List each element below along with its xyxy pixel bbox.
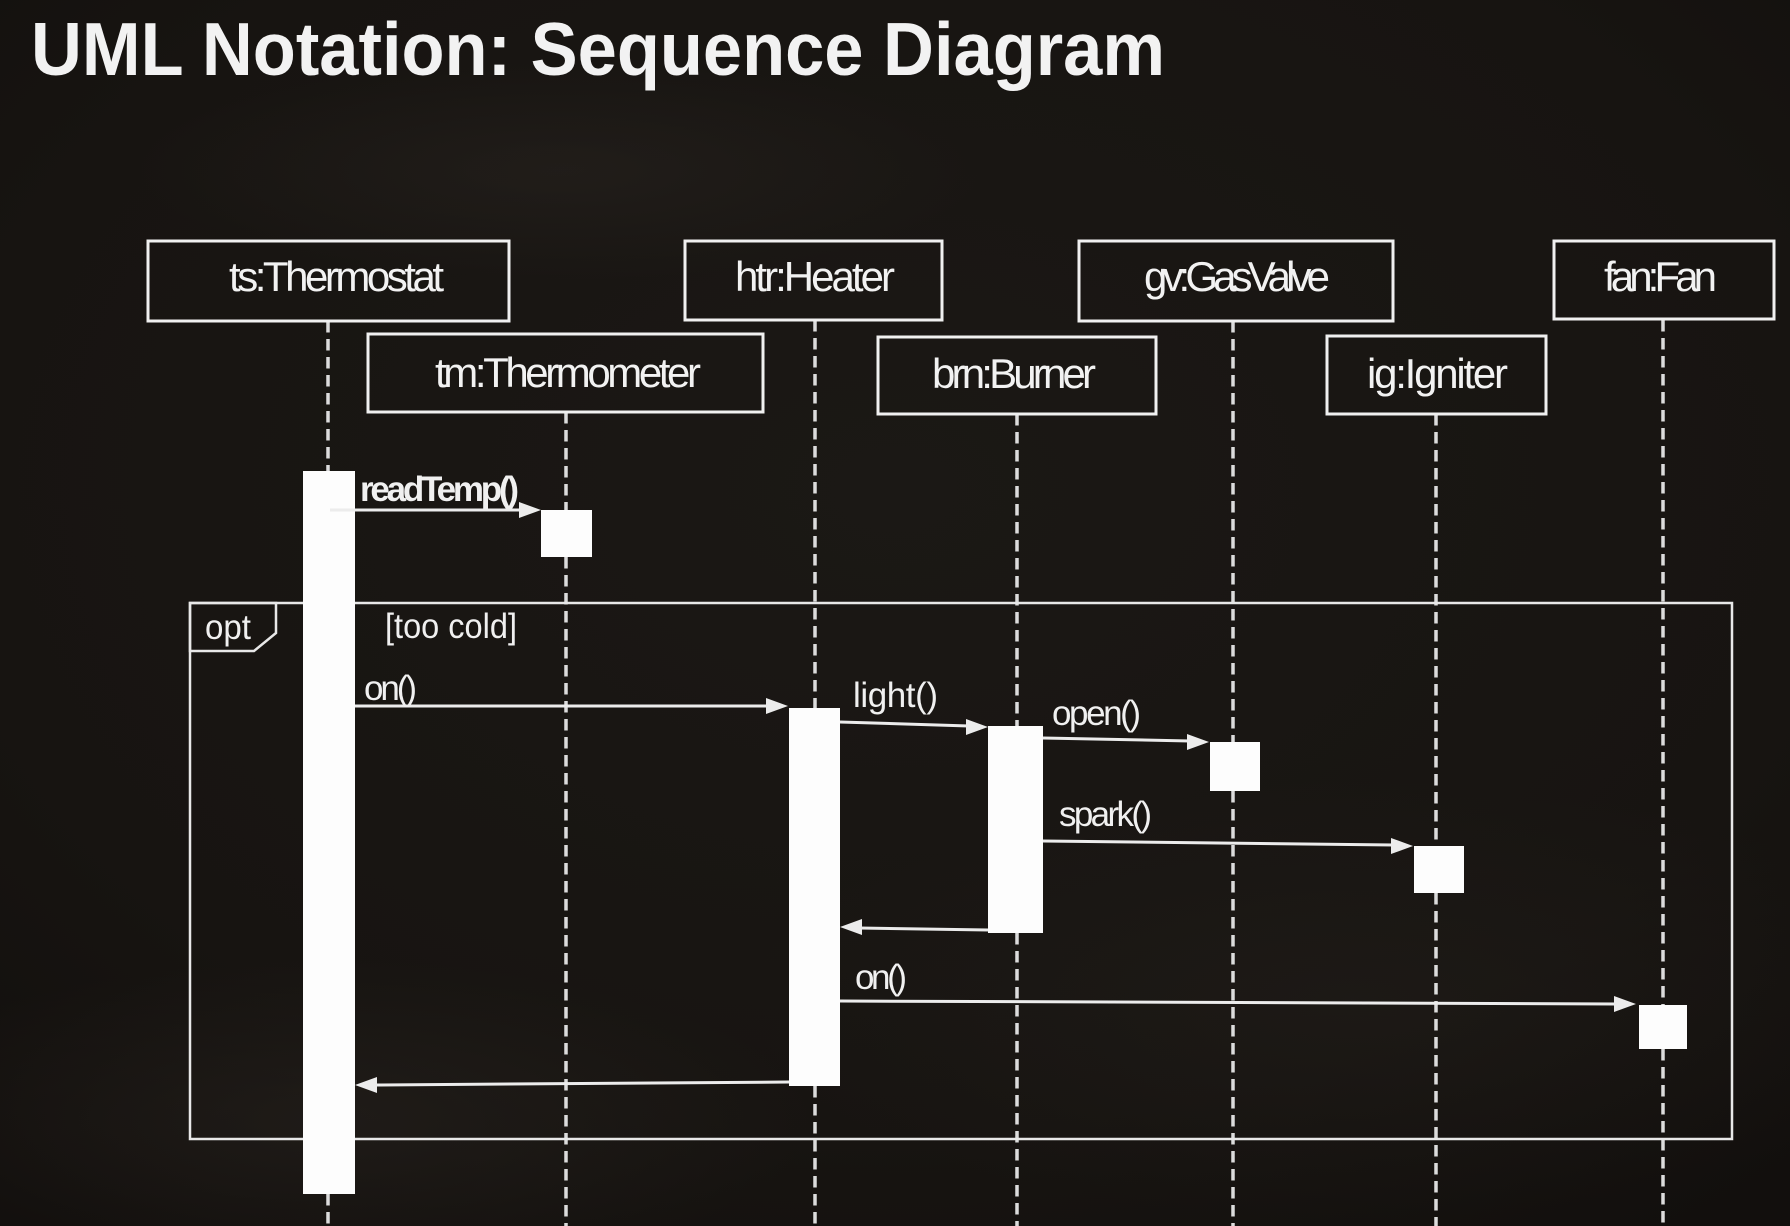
svg-text:htr:Heater: htr:Heater (735, 253, 895, 300)
svg-text:brn:Burner: brn:Burner (932, 350, 1096, 397)
svg-text:gv:GasValve: gv:GasValve (1144, 253, 1330, 300)
svg-text:tm:Thermometer: tm:Thermometer (435, 349, 701, 396)
svg-text:open(): open() (1052, 694, 1141, 733)
svg-text:[too cold]: [too cold] (385, 607, 517, 646)
svg-text:on(): on() (364, 669, 417, 708)
svg-text:spark(): spark() (1059, 795, 1152, 834)
svg-text:ig:Igniter: ig:Igniter (1367, 350, 1508, 397)
svg-text:on(): on() (855, 958, 907, 997)
svg-text:ts:Thermostat: ts:Thermostat (229, 253, 444, 300)
svg-text:light(): light() (853, 676, 938, 715)
svg-text:readTemp(): readTemp() (360, 470, 519, 509)
svg-text:opt: opt (205, 608, 251, 647)
svg-text:fan:Fan: fan:Fan (1604, 253, 1717, 300)
svg-text:UML Notation: Sequence Diagram: UML Notation: Sequence Diagram (31, 7, 1165, 91)
